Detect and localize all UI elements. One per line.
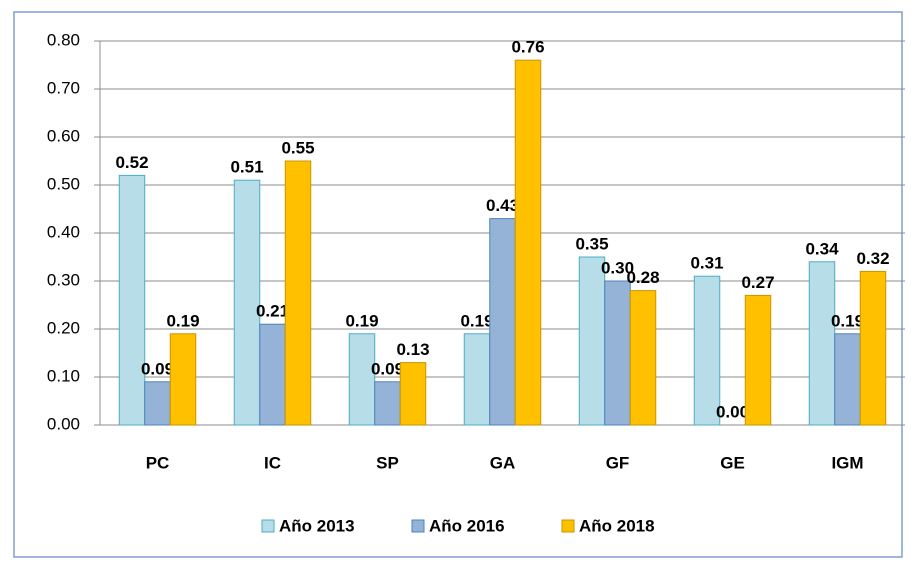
legend-label: Año 2018 — [579, 516, 655, 535]
bar — [629, 290, 657, 426]
y-tick-label: 0.70 — [47, 78, 80, 97]
data-label: 0.28 — [626, 268, 659, 287]
y-tick-label: 0.80 — [47, 30, 80, 49]
legend-swatch — [411, 519, 425, 533]
data-label: 0.21 — [256, 302, 289, 321]
data-label: 0.76 — [511, 38, 544, 57]
bar — [169, 333, 197, 426]
data-label: 0.19 — [831, 311, 864, 330]
bar — [604, 280, 631, 426]
y-tick-label: 0.20 — [47, 318, 80, 337]
data-label: 0.31 — [690, 254, 723, 273]
bar — [808, 261, 836, 426]
data-label: 0.32 — [856, 249, 889, 268]
x-tick-label: PC — [146, 453, 170, 472]
y-tick-label: 0.50 — [47, 174, 80, 193]
data-label: 0.19 — [166, 311, 199, 330]
bar — [514, 59, 542, 426]
x-tick-label: SP — [376, 453, 399, 472]
bar — [489, 218, 516, 426]
x-tick-label: GE — [720, 453, 745, 472]
data-label: 0.19 — [345, 311, 378, 330]
x-tick-label: GF — [606, 453, 630, 472]
bar — [744, 294, 772, 426]
bar — [859, 270, 887, 426]
y-tick-label: 0.40 — [47, 222, 80, 241]
data-label: 0.43 — [486, 196, 519, 215]
data-label: 0.34 — [805, 239, 839, 258]
y-tick-label: 0.30 — [47, 270, 80, 289]
bar — [284, 160, 312, 426]
data-label: 0.30 — [601, 258, 634, 277]
bar — [399, 362, 427, 426]
data-label: 0.00 — [716, 402, 749, 421]
bar — [834, 333, 861, 426]
data-label: 0.09 — [141, 359, 174, 378]
bar — [348, 333, 376, 426]
legend-label: Año 2013 — [279, 516, 355, 535]
legend-label: Año 2016 — [429, 516, 505, 535]
data-label: 0.27 — [741, 273, 774, 292]
y-tick-label: 0.00 — [47, 414, 80, 433]
data-label: 0.51 — [230, 158, 263, 177]
bar — [578, 256, 606, 426]
bar — [259, 323, 286, 426]
x-tick-label: IC — [264, 453, 281, 472]
bar — [233, 179, 261, 426]
y-tick-label: 0.60 — [47, 126, 80, 145]
data-label: 0.09 — [371, 359, 404, 378]
data-label: 0.19 — [460, 311, 493, 330]
bar — [118, 174, 146, 426]
x-tick-label: IGM — [831, 453, 863, 472]
bar — [463, 333, 491, 426]
legend-swatch — [561, 519, 575, 533]
bar — [374, 381, 401, 426]
y-tick-label: 0.10 — [47, 366, 80, 385]
legend-swatch — [261, 519, 275, 533]
chart-border — [13, 11, 903, 558]
data-label: 0.13 — [396, 340, 429, 359]
data-label: 0.35 — [575, 234, 608, 253]
data-label: 0.52 — [115, 153, 148, 172]
bar — [693, 275, 721, 426]
bar — [144, 381, 171, 426]
x-tick-label: GA — [490, 453, 516, 472]
data-label: 0.55 — [281, 138, 314, 157]
